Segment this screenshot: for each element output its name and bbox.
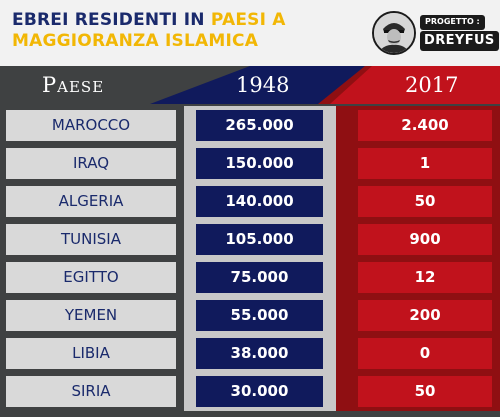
column-header-1948: 1948 bbox=[236, 73, 290, 97]
table-row: YEMEN 55.000 200 bbox=[0, 296, 500, 335]
table-row: LIBIA 38.000 0 bbox=[0, 334, 500, 373]
column-header-country: Paese bbox=[42, 73, 105, 97]
column-header-2017: 2017 bbox=[405, 73, 459, 97]
title-line1-a: EBREI RESIDENTI IN bbox=[12, 10, 211, 30]
value-1948-cell: 30.000 bbox=[196, 376, 323, 407]
value-1948-cell: 38.000 bbox=[196, 338, 323, 369]
value-1948-cell: 265.000 bbox=[196, 110, 323, 141]
portrait-icon bbox=[372, 11, 416, 55]
country-cell: EGITTO bbox=[6, 262, 176, 293]
page-title: EBREI RESIDENTI IN PAESI A MAGGIORANZA I… bbox=[12, 10, 286, 52]
table-row: TUNISIA 105.000 900 bbox=[0, 220, 500, 259]
value-2017-cell: 50 bbox=[358, 186, 492, 217]
value-2017-cell: 1 bbox=[358, 148, 492, 179]
project-name: DREYFUS bbox=[420, 31, 499, 51]
country-cell: IRAQ bbox=[6, 148, 176, 179]
title-line1-highlight: PAESI A bbox=[210, 10, 286, 30]
country-cell: SIRIA bbox=[6, 376, 176, 407]
country-cell: MAROCCO bbox=[6, 110, 176, 141]
value-2017-cell: 12 bbox=[358, 262, 492, 293]
title-line2-highlight: MAGGIORANZA ISLAMICA bbox=[12, 31, 259, 51]
table-row: ALGERIA 140.000 50 bbox=[0, 182, 500, 221]
value-1948-cell: 140.000 bbox=[196, 186, 323, 217]
value-1948-cell: 55.000 bbox=[196, 300, 323, 331]
value-2017-cell: 200 bbox=[358, 300, 492, 331]
value-2017-cell: 900 bbox=[358, 224, 492, 255]
table-row: IRAQ 150.000 1 bbox=[0, 144, 500, 183]
value-2017-cell: 0 bbox=[358, 338, 492, 369]
value-2017-cell: 50 bbox=[358, 376, 492, 407]
header-banner: EBREI RESIDENTI IN PAESI A MAGGIORANZA I… bbox=[0, 0, 500, 66]
table-row: EGITTO 75.000 12 bbox=[0, 258, 500, 297]
project-label: PROGETTO : bbox=[420, 15, 485, 30]
value-2017-cell: 2.400 bbox=[358, 110, 492, 141]
table-row: SIRIA 30.000 50 bbox=[0, 372, 500, 411]
country-cell: TUNISIA bbox=[6, 224, 176, 255]
value-1948-cell: 150.000 bbox=[196, 148, 323, 179]
table-row: MAROCCO 265.000 2.400 bbox=[0, 106, 500, 145]
country-cell: ALGERIA bbox=[6, 186, 176, 217]
value-1948-cell: 75.000 bbox=[196, 262, 323, 293]
value-1948-cell: 105.000 bbox=[196, 224, 323, 255]
column-header-band: Paese 1948 2017 bbox=[0, 66, 500, 104]
country-cell: YEMEN bbox=[6, 300, 176, 331]
country-cell: LIBIA bbox=[6, 338, 176, 369]
